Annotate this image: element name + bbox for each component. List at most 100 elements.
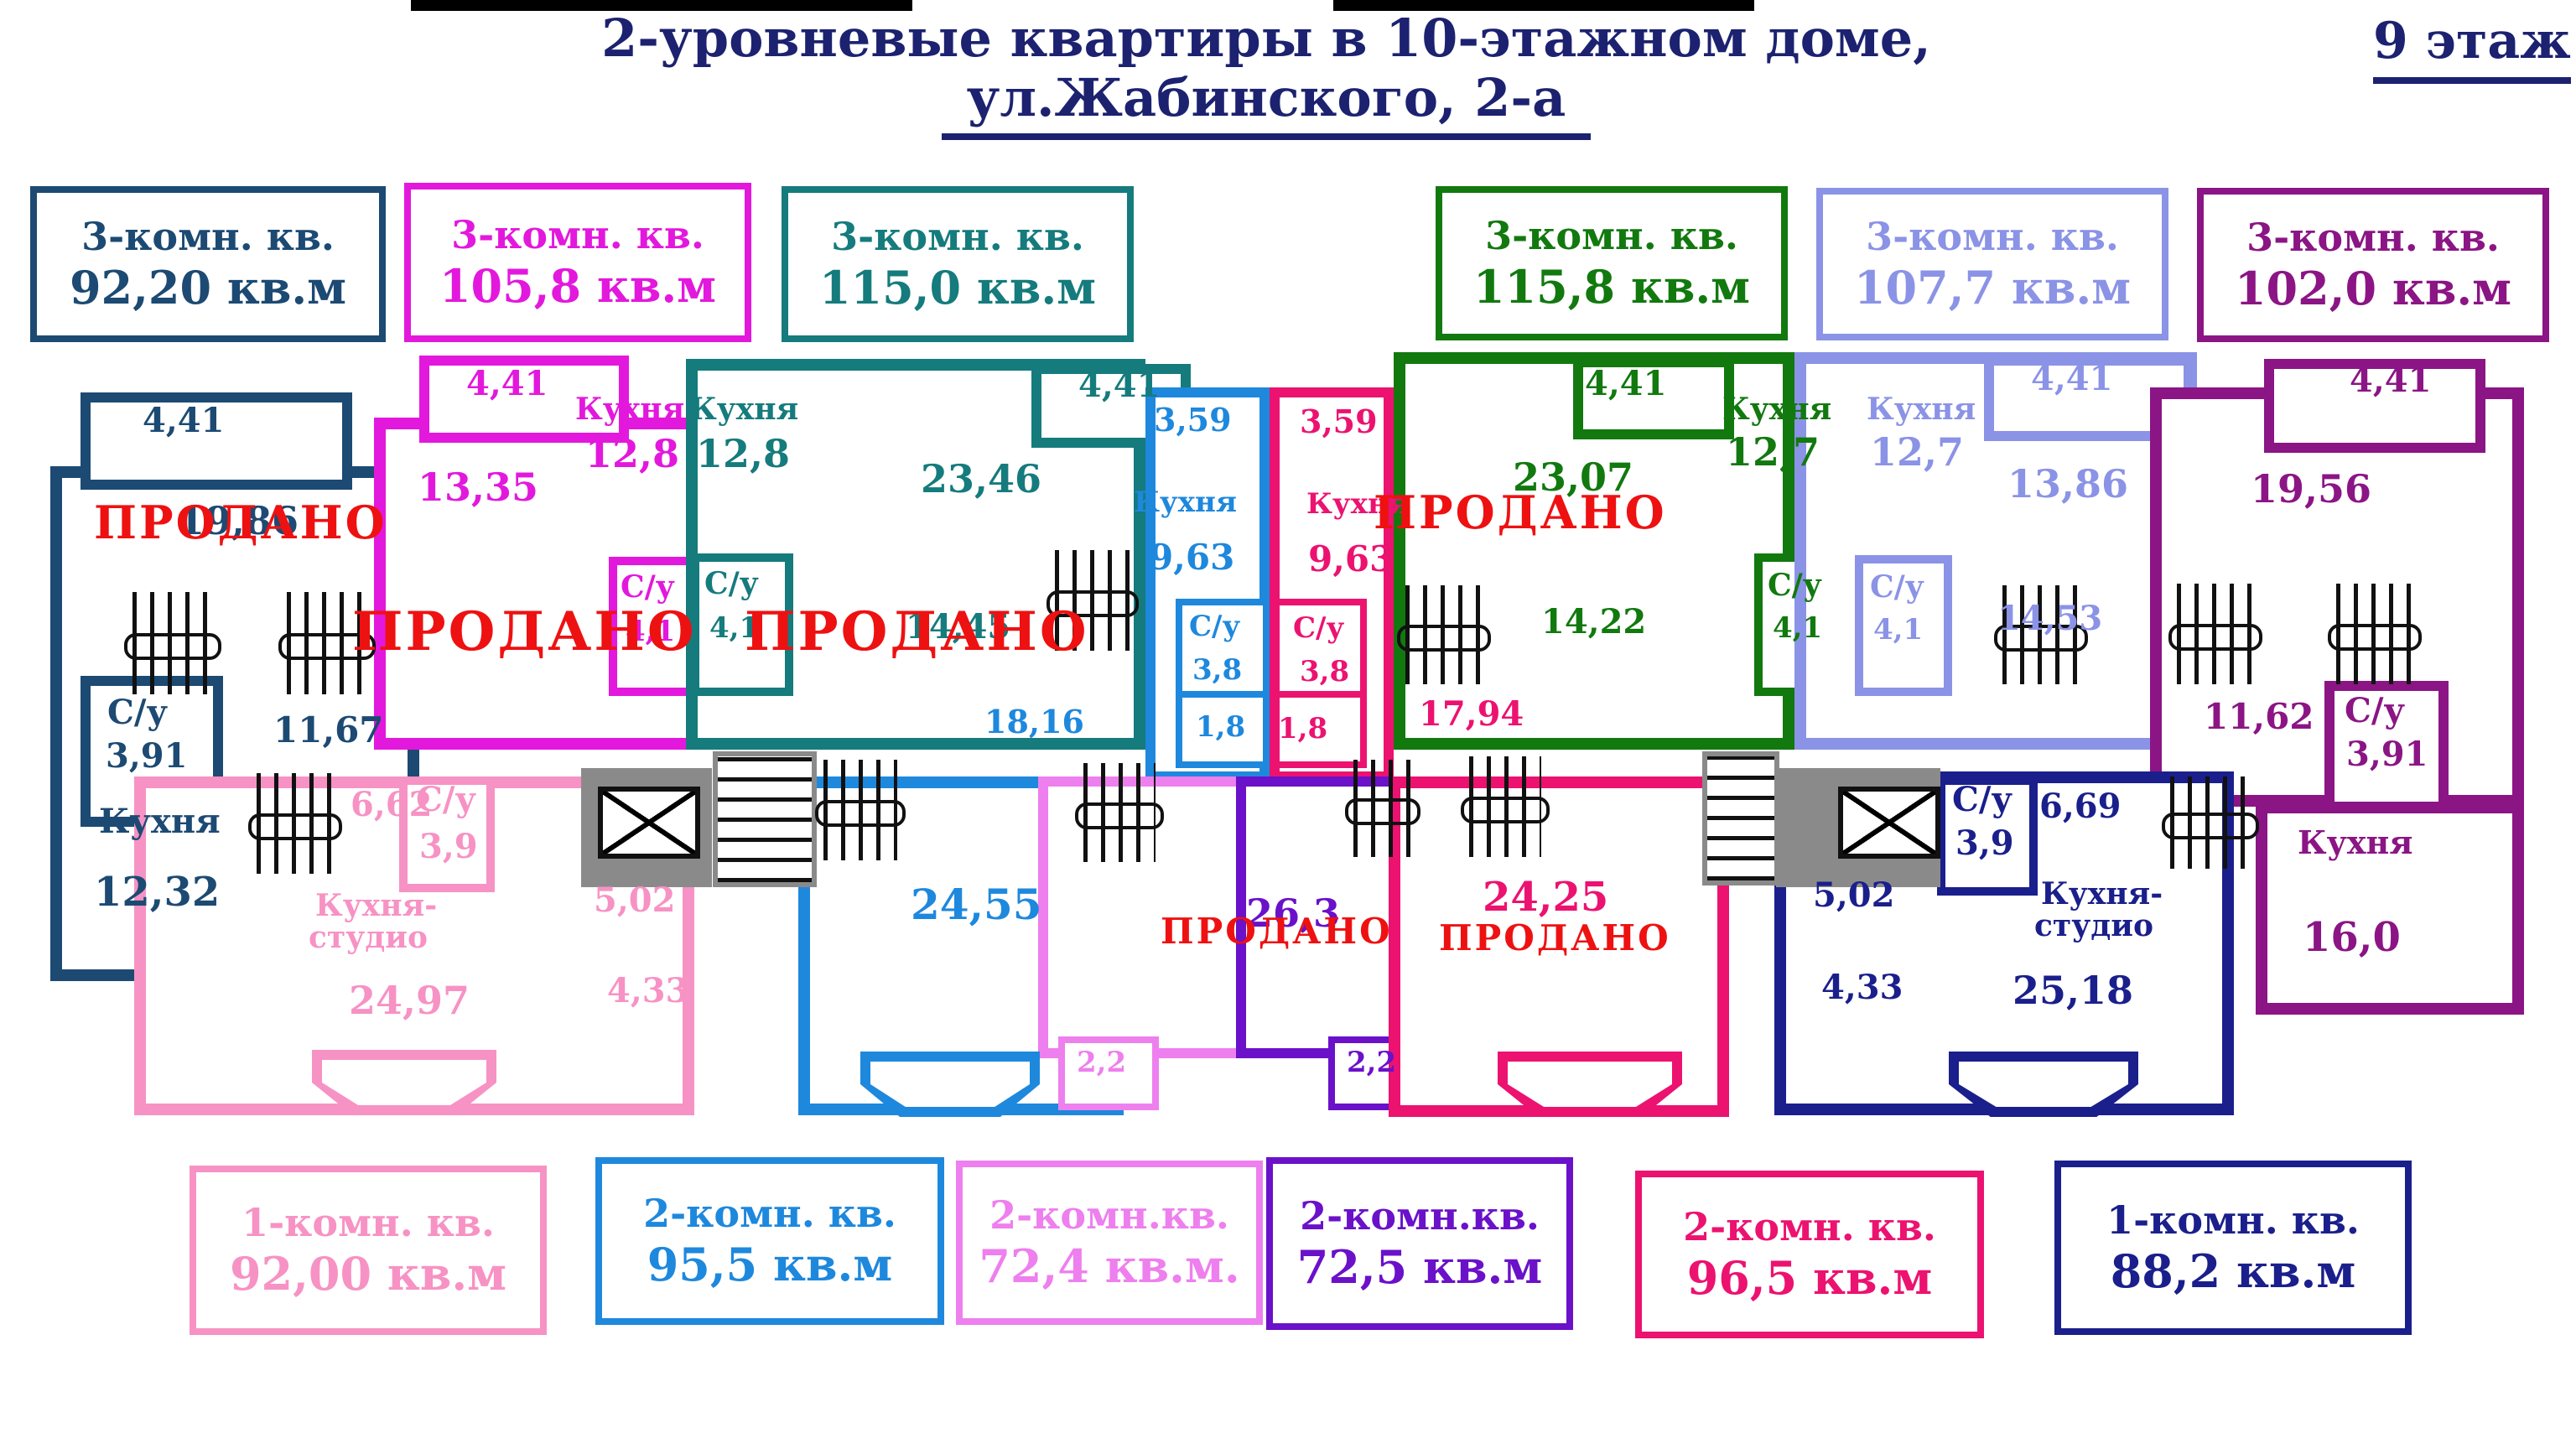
room-label: 3,91	[106, 736, 188, 776]
room-label: Кухня	[99, 802, 221, 841]
room-label: 2,2	[1347, 1046, 1397, 1079]
apt-rooms: 2-комн. кв.	[643, 1190, 896, 1236]
stairs-icon-navy2	[2162, 776, 2259, 869]
room-label: 12,32	[94, 869, 221, 916]
apt-area: 92,00 кв.м	[229, 1247, 507, 1301]
room-label: студио	[309, 920, 428, 955]
floor-number: 9 этаж	[2373, 12, 2571, 84]
room-label: С/у	[1189, 610, 1241, 643]
apt-area: 105,8 кв.м	[439, 259, 717, 314]
apt-area: 72,5 кв.м	[1296, 1240, 1543, 1295]
room-label: 4,41	[143, 401, 225, 440]
room-label: С/у	[621, 569, 675, 605]
room-label: 17,94	[1419, 694, 1524, 734]
page-title: 2-уровневые квартиры в 10-этажном доме, …	[470, 8, 2063, 140]
stairs-icon-magenta	[278, 592, 376, 694]
apt-rooms: 1-комн. кв.	[2106, 1197, 2360, 1243]
apt-rooms: 2-комн.кв.	[1300, 1192, 1540, 1239]
room-label: 12,8	[696, 431, 791, 476]
room-label: 4,41	[1078, 366, 1161, 405]
room-label: 9,63	[1308, 538, 1394, 579]
apt-area: 102,0 кв.м	[2234, 262, 2512, 316]
apt-rooms: 2-комн.кв.	[989, 1192, 1229, 1238]
room-label: 26,3	[1246, 891, 1341, 936]
room-label: 4,1	[1773, 611, 1823, 645]
apt-rooms: 1-комн. кв.	[242, 1199, 495, 1245]
room-label: 23,46	[921, 456, 1042, 501]
stairs-icon-teal	[1046, 550, 1139, 651]
stairs-icon-pink	[248, 773, 342, 874]
top-bar-left	[411, 0, 912, 11]
apt-label-115-0: 3-комн. кв. 115,0 кв.м	[782, 186, 1134, 342]
room-label: 4,33	[1821, 968, 1903, 1007]
room-label: Кухня	[1306, 487, 1410, 521]
room-label: 4,41	[466, 364, 548, 403]
apt-72-4-balcony	[1058, 1036, 1159, 1110]
room-label: 3,59	[1300, 402, 1378, 440]
apt-102-0-kitchen-outline	[2256, 802, 2524, 1015]
room-label: 4,33	[607, 971, 689, 1010]
common-stairs-left-icon	[713, 751, 817, 887]
room-label: 3,9	[419, 827, 478, 866]
room-label: 12,8	[585, 431, 680, 476]
room-label: 16,0	[2303, 914, 2401, 961]
apt-label-72-5: 2-комн.кв. 72,5 кв.м	[1266, 1157, 1573, 1330]
room-label: С/у	[107, 693, 169, 732]
room-label: С/у	[2345, 691, 2406, 730]
room-label: 6,62	[351, 785, 433, 824]
room-label: 14,22	[1541, 602, 1647, 641]
stairs-icon-lavender	[1994, 585, 2088, 684]
apt-label-102-0: 3-комн. кв. 102,0 кв.м	[2197, 188, 2549, 342]
room-label: 12,7	[1870, 429, 1965, 475]
apt-label-107-7: 3-комн. кв. 107,7 кв.м	[1816, 188, 2168, 340]
room-label: Кухня-	[315, 888, 438, 923]
room-label: 24,55	[911, 880, 1042, 929]
apt-rooms: 3-комн. кв.	[1485, 212, 1738, 258]
room-label: 11,67	[273, 709, 384, 750]
apt-rooms: 3-комн. кв.	[81, 213, 335, 259]
apt-area: 115,8 кв.м	[1472, 260, 1751, 314]
room-label: 4,1	[626, 615, 676, 648]
apt-rooms: 3-комн. кв.	[2246, 214, 2500, 260]
room-label: 23,07	[1513, 454, 1634, 500]
apt-label-105-8: 3-комн. кв. 105,8 кв.м	[404, 183, 751, 342]
title-line2: ул.Жабинского, 2-а	[941, 68, 1592, 140]
room-label: 3,91	[2346, 735, 2428, 774]
room-label: 4,41	[1585, 364, 1667, 403]
sold-stamp-green: ПРОДАНО	[1374, 486, 1667, 539]
room-label: 19,56	[2251, 466, 2372, 512]
sold-stamp-navy: ПРОДАНО	[94, 496, 387, 549]
apt-label-72-4: 2-комн.кв. 72,4 кв.м.	[956, 1161, 1263, 1325]
stairs-icon-navy	[124, 592, 221, 694]
room-label: 5,02	[594, 880, 676, 920]
apt-area: 115,0 кв.м	[818, 261, 1097, 315]
room-label: 3,8	[1300, 655, 1350, 688]
room-label: 6,69	[2039, 787, 2122, 826]
room-label: С/у	[1768, 568, 1822, 603]
title-line1: 2-уровневые квартиры в 10-этажном доме,	[601, 8, 1931, 69]
room-label: Кухня	[689, 392, 799, 427]
apt-96-5-bay-window	[1498, 1052, 1682, 1117]
room-label: 2,2	[1077, 1046, 1127, 1079]
apt-96-5-storage-box	[1273, 691, 1367, 768]
stairs-icon-purple-2	[2328, 584, 2422, 684]
apt-105-8-balcony	[419, 356, 629, 443]
sold-stamp-teal: ПРОДАНО	[745, 600, 1089, 663]
apt-115-0-wc-box	[691, 553, 793, 696]
room-label: 4,1	[709, 611, 760, 645]
apt-area: 95,5 кв.м	[647, 1238, 893, 1292]
common-stairs-right-icon	[1702, 751, 1779, 886]
apt-102-0-balcony	[2264, 359, 2485, 453]
apt-label-95-5: 2-комн. кв. 95,5 кв.м	[595, 1157, 944, 1325]
apt-96-5-wc-box	[1273, 599, 1367, 704]
room-label: Кухня-	[2041, 876, 2163, 911]
room-label: 14,45	[906, 607, 1011, 647]
apt-95-5-wc-box	[1176, 599, 1270, 704]
room-label: Кухня	[1134, 486, 1237, 519]
room-label: 11,62	[2204, 696, 2314, 737]
apt-rooms: 3-комн. кв.	[1866, 213, 2119, 259]
room-label: 14,53	[1997, 599, 2103, 638]
stairs-icon-crimson	[1461, 756, 1550, 857]
apt-area: 88,2 кв.м	[2110, 1244, 2356, 1299]
